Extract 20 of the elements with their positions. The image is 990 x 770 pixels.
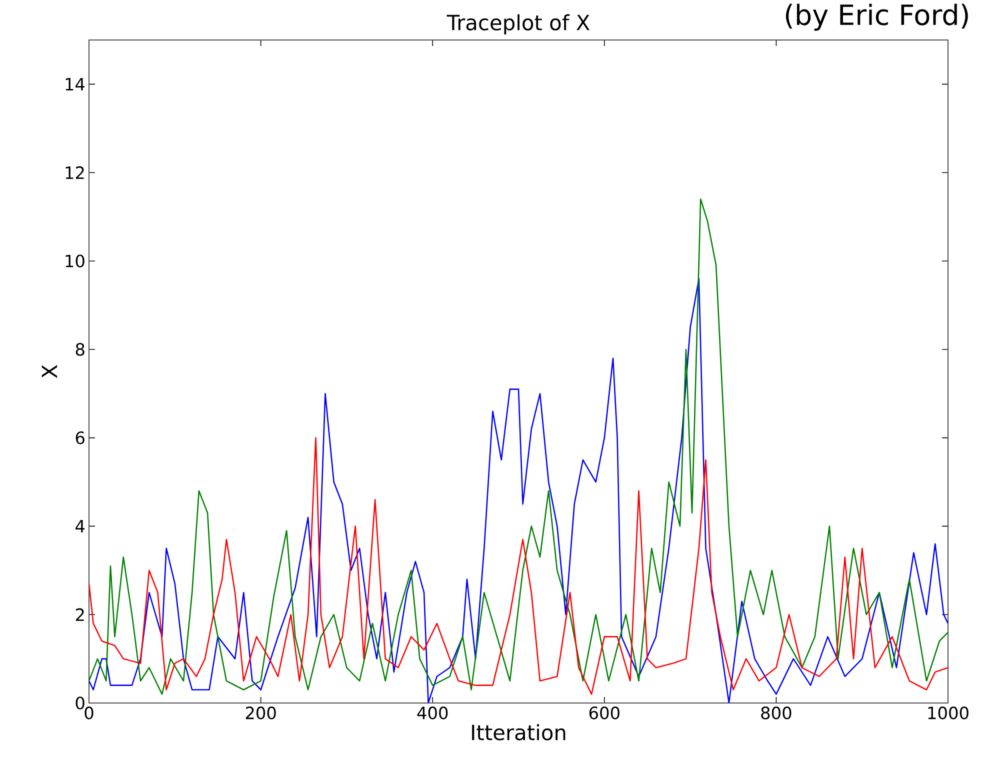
y-tick-label: 2 — [76, 608, 84, 621]
x-tick-label: 200 — [246, 706, 276, 720]
y-tick-label: 12 — [66, 166, 84, 179]
x-tick-label: 400 — [417, 706, 448, 720]
line-series — [89, 278, 948, 703]
y-axis-title: X — [42, 364, 58, 378]
line-series — [89, 437, 948, 695]
x-tick-label: 800 — [761, 706, 792, 720]
y-tick-label: 0 — [76, 696, 84, 710]
y-tick-label: 6 — [76, 431, 84, 444]
x-tick-label: 600 — [589, 706, 620, 720]
x-tick-label: 1000 — [928, 706, 968, 720]
y-tick-label: 10 — [66, 254, 84, 268]
chart-title: Traceplot of X — [446, 14, 590, 34]
y-tick-label: 4 — [76, 520, 85, 532]
y-tick-label: 8 — [76, 342, 84, 356]
x-axis-title: Itteration — [472, 724, 566, 740]
x-tick-label: 0 — [84, 706, 94, 720]
y-tick-label: 14 — [66, 78, 85, 90]
text: (by Eric Ford) — [786, 4, 968, 31]
